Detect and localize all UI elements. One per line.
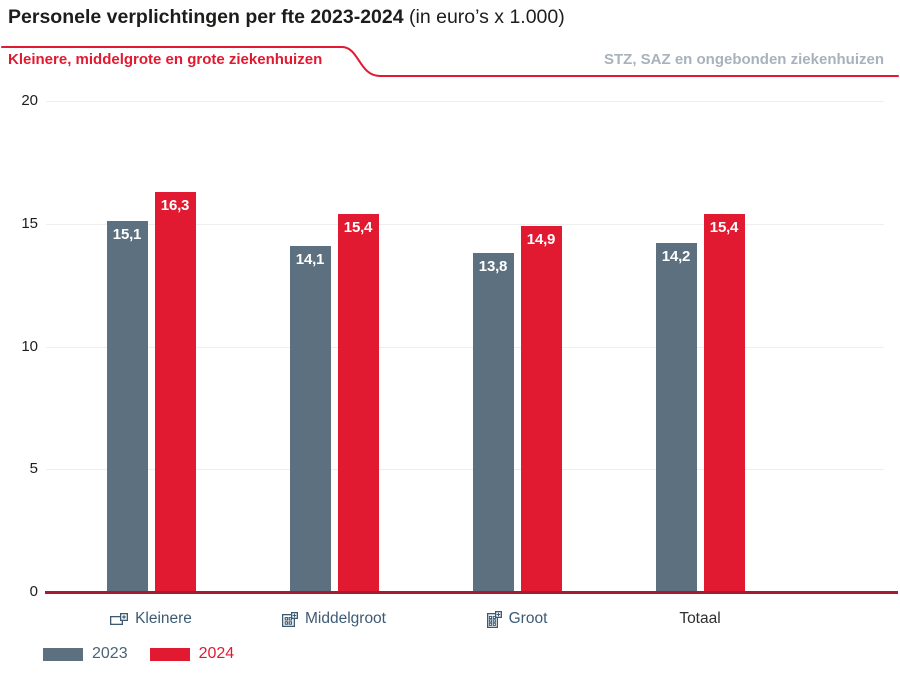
tab-stz-saz-ongebonden[interactable]: STZ, SAZ en ongebonden ziekenhuizen [603,51,884,68]
bar-value-label: 15,4 [709,219,739,236]
legend-swatch-2023 [43,647,83,661]
bar-2024-groot: 14,9 [520,226,562,592]
category-label-middelgroot: Middelgroot [242,606,426,632]
y-tick-label: 10 [21,337,38,355]
bar-value-label: 13,8 [478,258,508,275]
bar-2024-kleinere: 16,3 [154,192,196,592]
y-tick-label: 20 [21,92,38,109]
category-label-text: Kleinere [135,610,192,627]
bar-value-label: 15,4 [343,219,373,236]
category-label-text: Totaal [679,610,721,627]
chart-subtitle: (in euro’s x 1.000) [409,6,565,28]
bar-value-label: 14,2 [661,248,691,265]
medium-hospital-icon [282,611,298,627]
tab-kleinere-middelgrote-grote[interactable]: Kleinere, middelgrote en grote ziekenhui… [8,51,323,68]
gridline [46,346,884,348]
large-hospital-icon [486,610,502,628]
bar-value-label: 14,9 [526,231,556,248]
y-tick-label: 5 [29,460,38,478]
gridline [46,101,884,102]
bar-2024-middelgroot: 15,4 [337,214,379,592]
category-label-totaal: Totaal [608,606,792,632]
y-tick-label: 0 [29,583,38,600]
legend-label-2023: 2023 [92,645,128,662]
chart-title: Personele verplichtingen per fte 2023-20… [8,6,404,28]
bar-2023-middelgroot: 14,1 [289,246,331,592]
category-label-kleinere: Kleinere [59,606,243,632]
bar-value-label: 14,1 [295,251,325,268]
bar-2023-groot: 13,8 [472,253,514,592]
category-label-text: Middelgroot [305,610,386,627]
legend: 2023 2024 [43,645,234,663]
bar-2024-totaal: 15,4 [703,214,745,592]
gridline [46,223,884,225]
legend-swatch-2024 [149,647,190,661]
category-label-text: Groot [508,610,548,627]
y-tick-label: 15 [21,214,38,232]
bar-2023-kleinere: 15,1 [106,221,148,592]
page-title: Personele verplichtingen per fte 2023-20… [8,6,565,29]
x-axis-line [45,591,898,594]
gridline [46,469,884,471]
category-label-groot: Groot [425,606,609,632]
bar-2023-totaal: 14,2 [655,243,697,592]
bar-value-label: 16,3 [160,197,190,214]
bar-value-label: 15,1 [112,226,142,243]
legend-label-2024: 2024 [198,645,235,662]
small-hospital-icon [110,613,129,625]
